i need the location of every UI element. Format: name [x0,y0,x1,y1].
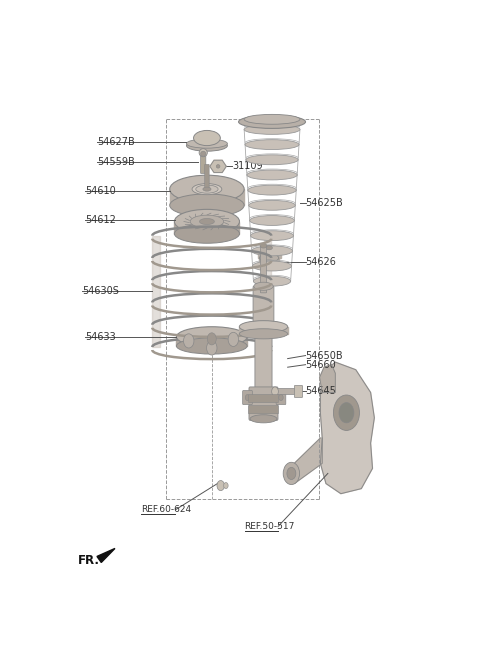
Text: 54559B: 54559B [97,157,135,168]
Text: 54625B: 54625B [305,198,343,208]
Text: FR.: FR. [78,554,100,567]
Text: 54650B: 54650B [305,351,343,361]
Text: 54626: 54626 [305,257,336,267]
Ellipse shape [201,151,206,156]
Ellipse shape [245,140,299,150]
Circle shape [283,463,300,485]
Polygon shape [321,362,374,493]
Circle shape [206,341,217,355]
Ellipse shape [190,215,224,228]
FancyBboxPatch shape [249,387,278,420]
Ellipse shape [193,131,220,146]
Ellipse shape [177,327,247,347]
Text: 54633: 54633 [85,332,116,342]
FancyBboxPatch shape [249,394,278,403]
Ellipse shape [244,114,300,124]
FancyBboxPatch shape [276,390,286,405]
Polygon shape [97,549,115,562]
FancyBboxPatch shape [294,386,302,397]
Polygon shape [152,236,160,347]
Ellipse shape [196,185,218,193]
Ellipse shape [199,148,207,157]
Ellipse shape [192,183,222,194]
Ellipse shape [246,155,298,165]
FancyBboxPatch shape [204,164,209,190]
Polygon shape [259,258,279,263]
FancyBboxPatch shape [201,154,206,173]
Ellipse shape [258,245,281,256]
Circle shape [217,480,225,491]
Ellipse shape [247,170,297,180]
Ellipse shape [252,261,291,271]
Ellipse shape [174,210,240,234]
Polygon shape [240,327,288,334]
Text: REF.60-624: REF.60-624 [141,505,191,514]
Polygon shape [289,438,322,484]
Circle shape [183,334,194,348]
Text: 54610: 54610 [85,186,116,196]
Ellipse shape [266,246,273,250]
Ellipse shape [244,124,300,135]
FancyBboxPatch shape [249,405,278,414]
Ellipse shape [177,338,247,354]
Circle shape [334,395,360,430]
FancyBboxPatch shape [255,332,272,390]
Ellipse shape [186,139,228,148]
Ellipse shape [170,194,244,217]
Polygon shape [320,365,335,392]
Ellipse shape [254,283,273,290]
Circle shape [228,332,239,346]
Ellipse shape [262,260,276,266]
Ellipse shape [170,175,244,203]
Circle shape [279,394,283,401]
Text: REF.50-517: REF.50-517 [244,522,295,531]
Text: 31109: 31109 [232,162,263,171]
Polygon shape [210,160,226,173]
Ellipse shape [186,140,228,151]
Ellipse shape [203,187,211,191]
Ellipse shape [252,246,292,256]
Ellipse shape [240,321,288,333]
Ellipse shape [216,165,220,168]
Circle shape [272,387,278,396]
Ellipse shape [250,415,277,423]
Polygon shape [258,251,281,258]
Ellipse shape [249,200,295,210]
Text: 54612: 54612 [85,215,116,225]
Circle shape [224,482,228,489]
Polygon shape [170,189,244,205]
Ellipse shape [260,244,267,248]
Polygon shape [264,236,271,347]
Ellipse shape [174,224,240,243]
Text: 54645: 54645 [305,386,336,396]
Ellipse shape [259,254,279,262]
Text: 54627B: 54627B [97,137,135,147]
Circle shape [287,467,296,480]
Ellipse shape [251,231,293,240]
Polygon shape [177,337,247,346]
Circle shape [207,333,216,345]
Text: 54660: 54660 [305,359,336,370]
FancyBboxPatch shape [253,286,274,327]
Ellipse shape [239,115,305,128]
Ellipse shape [253,276,290,286]
Ellipse shape [240,328,288,339]
FancyBboxPatch shape [261,246,266,293]
Circle shape [245,394,250,401]
Ellipse shape [200,219,215,225]
Polygon shape [174,221,240,234]
Circle shape [339,403,354,423]
Text: 54630S: 54630S [83,286,119,296]
FancyBboxPatch shape [276,388,297,394]
FancyBboxPatch shape [243,390,252,405]
Ellipse shape [250,215,294,225]
Ellipse shape [248,185,296,195]
